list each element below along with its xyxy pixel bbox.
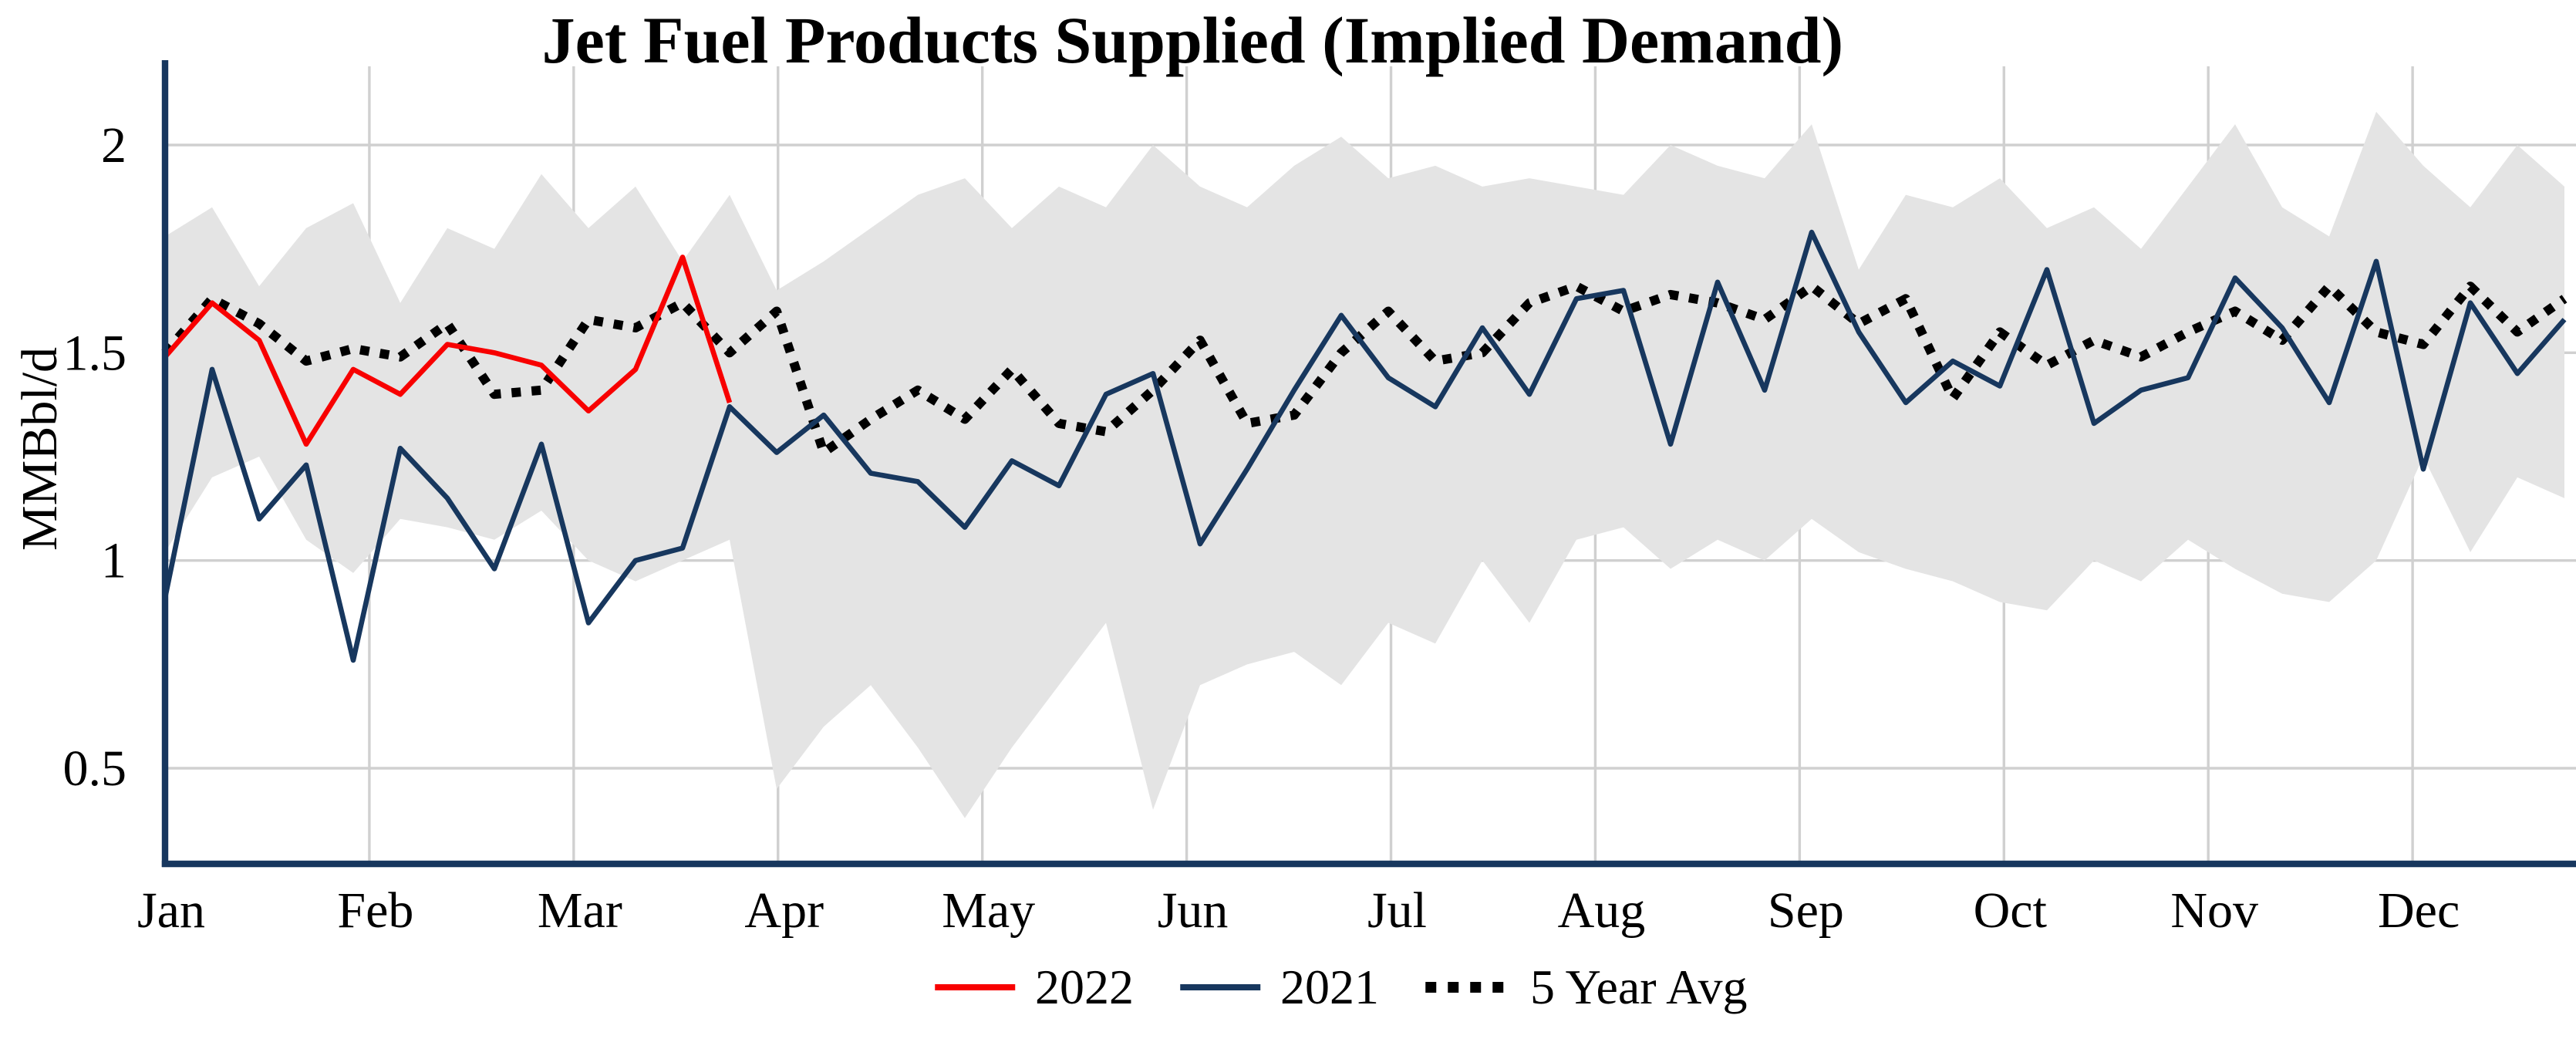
legend-swatch-5-year-avg-dotted-icon	[1425, 982, 1512, 993]
x-tick-label: Aug	[1558, 882, 1646, 939]
legend-item-2022: 2022	[932, 963, 1134, 1012]
legend-label-5-year-avg: 5 Year Avg	[1530, 960, 1748, 1014]
y-tick-label: 1	[101, 533, 126, 589]
y-tick-label: 1.5	[63, 325, 127, 381]
x-tick-label: Oct	[1974, 882, 2047, 939]
chart-title: Jet Fuel Products Supplied (Implied Dema…	[541, 3, 1844, 77]
legend-swatch-2021-line-icon	[1180, 984, 1261, 990]
x-tick-label: Jan	[137, 882, 205, 939]
x-tick-label: Jun	[1158, 882, 1229, 939]
x-tick-label: Feb	[337, 882, 413, 939]
y-axis-label: MMBbl/d	[12, 346, 68, 551]
y-tick-label: 2	[101, 117, 126, 174]
x-tick-label: May	[942, 882, 1035, 939]
x-tick-label: Nov	[2170, 882, 2258, 939]
legend: 2022 2021 5 Year Avg	[932, 963, 1748, 1012]
x-tick-label: Apr	[744, 882, 824, 939]
x-tick-label: Dec	[2378, 882, 2460, 939]
legend-item-5-year-avg: 5 Year Avg	[1422, 963, 1748, 1012]
band-5-year-range	[165, 111, 2564, 818]
line-2021	[162, 229, 2567, 663]
x-tick-label: Jul	[1367, 882, 1427, 939]
legend-label-2021: 2021	[1280, 960, 1380, 1014]
x-tick-label: Mar	[538, 882, 622, 939]
y-tick-label: 0.5	[63, 740, 127, 797]
legend-item-2021: 2021	[1177, 963, 1379, 1012]
line-5-year-avg	[161, 282, 2568, 457]
x-tick-label: Sep	[1768, 882, 1844, 939]
line-2022	[163, 255, 733, 447]
legend-label-2022: 2022	[1035, 960, 1135, 1014]
legend-swatch-2022-line-icon	[935, 984, 1016, 990]
